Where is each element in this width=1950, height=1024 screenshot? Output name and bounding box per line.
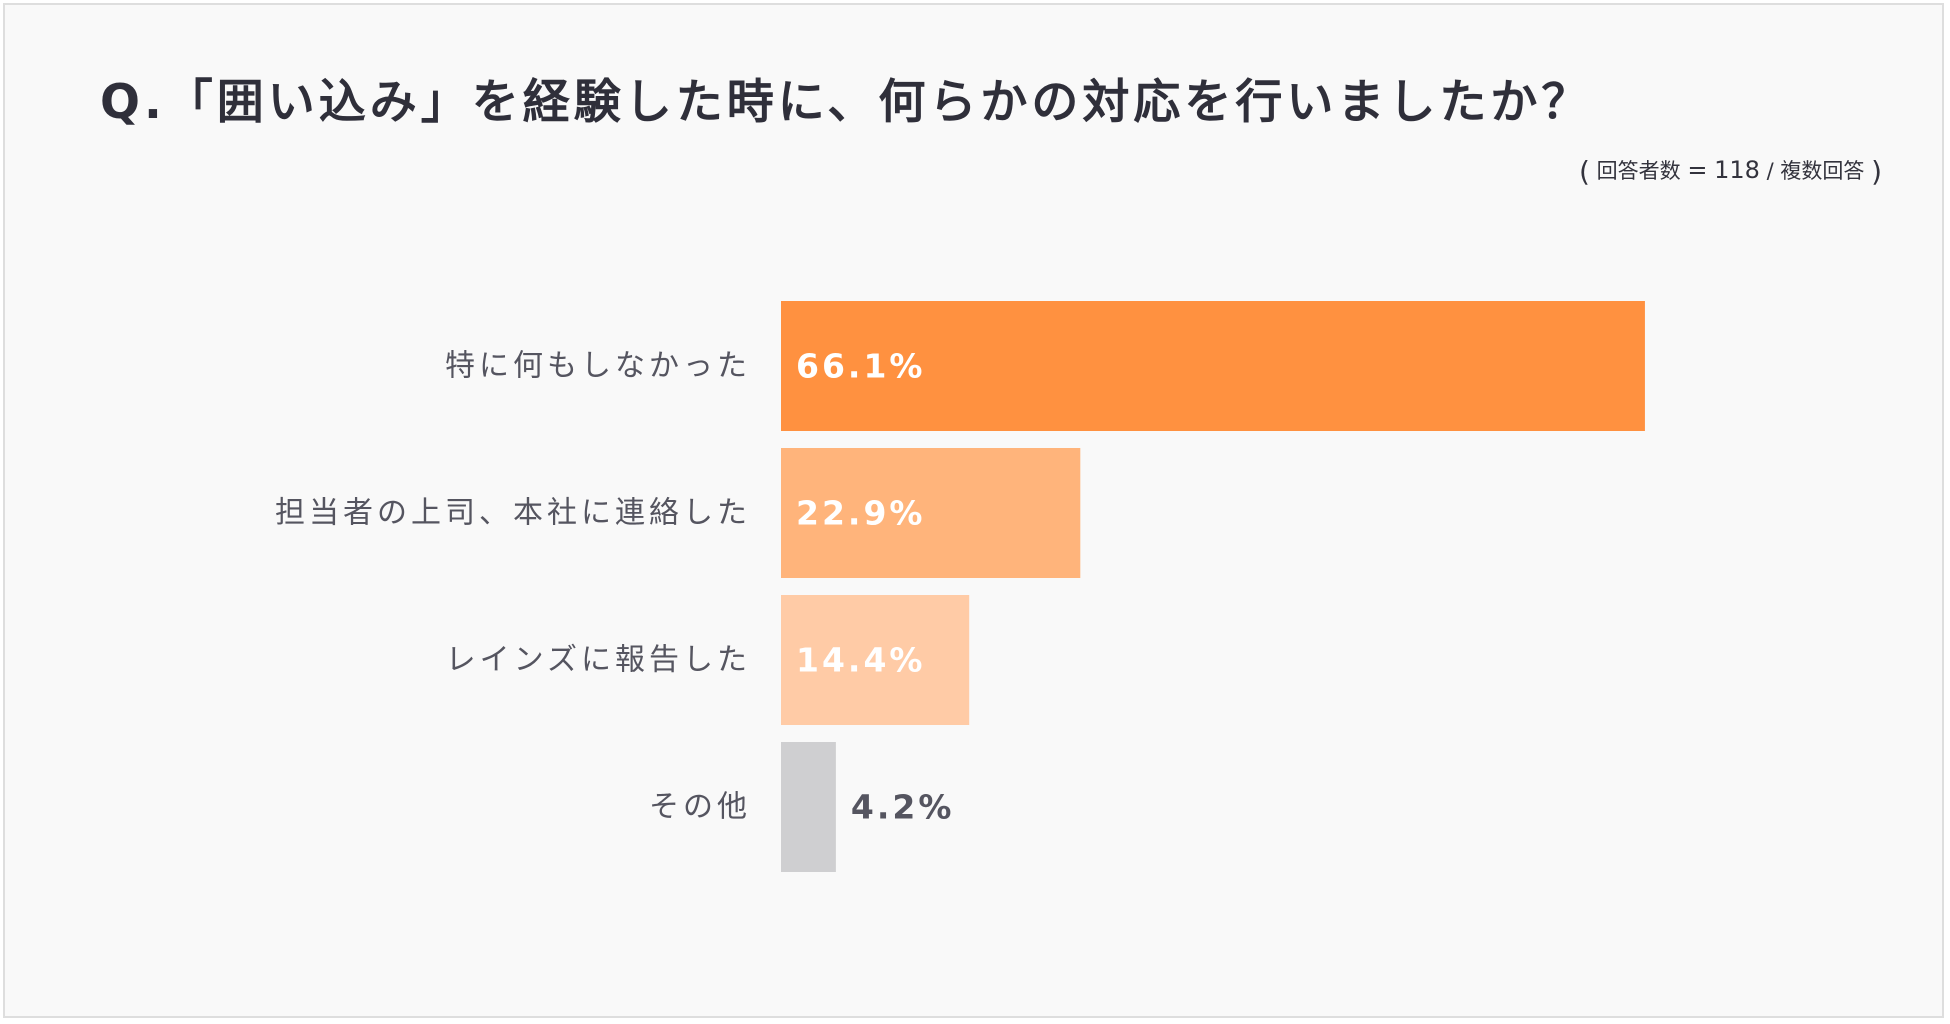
category-label: 担当者の上司、本社に連絡した — [275, 496, 751, 531]
note-open-paren: ( — [1579, 155, 1590, 188]
value-label: 22.9% — [796, 494, 926, 533]
note-close-paren: ) — [1871, 155, 1882, 188]
bar-3 — [781, 595, 970, 725]
note-respondents-count: 118 — [1714, 156, 1760, 184]
respondent-note: ( 回答者数 = 118 / 複数回答 ) — [1579, 155, 1882, 188]
bar-2 — [781, 448, 1081, 578]
category-label: レインズに報告した — [446, 643, 751, 678]
value-label: 66.1% — [796, 347, 926, 386]
note-equals: = — [1687, 156, 1708, 184]
bar-1 — [781, 301, 1645, 431]
chart-title: Q.「囲い込み」を経験した時に、何らかの対応を行いましたか？ — [100, 75, 1593, 130]
note-respondents-label: 回答者数 — [1596, 159, 1681, 183]
bar-4 — [781, 742, 836, 872]
note-multi-label: 複数回答 — [1780, 159, 1865, 183]
note-slash: / — [1766, 159, 1774, 183]
value-label: 14.4% — [796, 641, 926, 680]
category-label: 特に何もしなかった — [445, 349, 751, 384]
value-label: 4.2% — [851, 788, 955, 827]
category-label: その他 — [649, 790, 751, 825]
